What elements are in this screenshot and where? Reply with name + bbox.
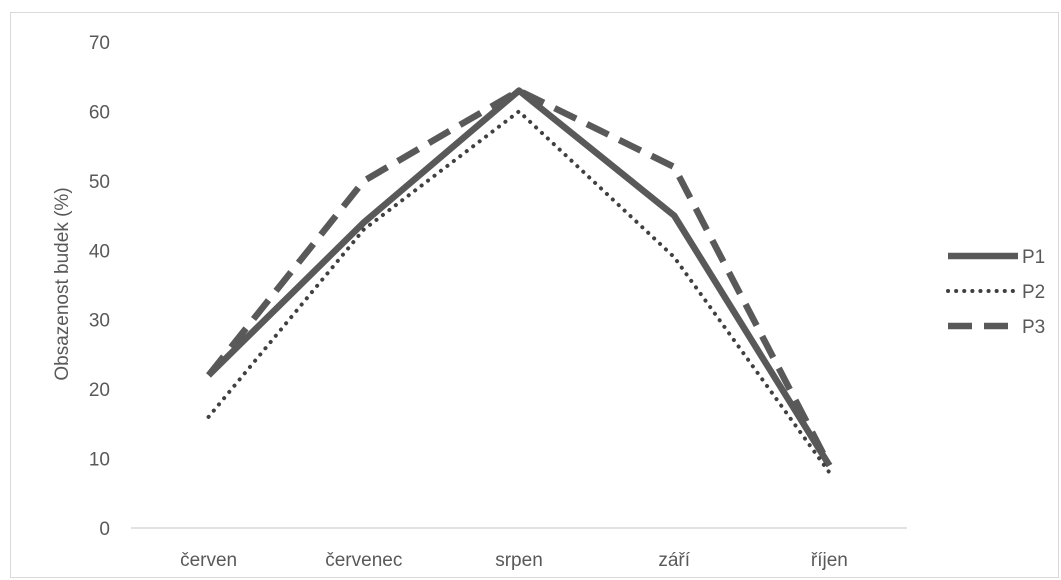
y-tick-label: 0 [99, 519, 110, 540]
x-tick-label: červenec [325, 550, 402, 571]
x-tick-label: srpen [495, 550, 543, 571]
legend-label-p2: P2 [1022, 282, 1045, 303]
series-line-p3 [206, 87, 833, 467]
x-tick-labels: červen červenec srpen září říjen [180, 550, 848, 571]
x-tick-label: červen [180, 550, 237, 571]
y-tick-labels: 0 10 20 30 40 50 60 70 [89, 33, 110, 540]
series-line-p2 [206, 109, 832, 475]
y-tick-label: 40 [89, 241, 110, 262]
y-tick-label: 60 [89, 102, 110, 123]
x-tick-label: září [658, 550, 690, 571]
y-axis-title: Obsazenost budek (%) [52, 187, 73, 380]
legend-label-p1: P1 [1022, 247, 1045, 268]
y-tick-label: 30 [89, 311, 110, 332]
legend-label-p3: P3 [1022, 317, 1045, 338]
x-tick-label: říjen [811, 550, 848, 571]
y-tick-label: 50 [89, 172, 110, 193]
y-tick-label: 20 [89, 380, 110, 401]
y-tick-label: 10 [89, 450, 110, 471]
series-line-p1 [206, 87, 833, 468]
series-lines [206, 87, 833, 475]
y-tick-label: 70 [89, 33, 110, 54]
legend: P1 P2 P3 [946, 247, 1045, 338]
